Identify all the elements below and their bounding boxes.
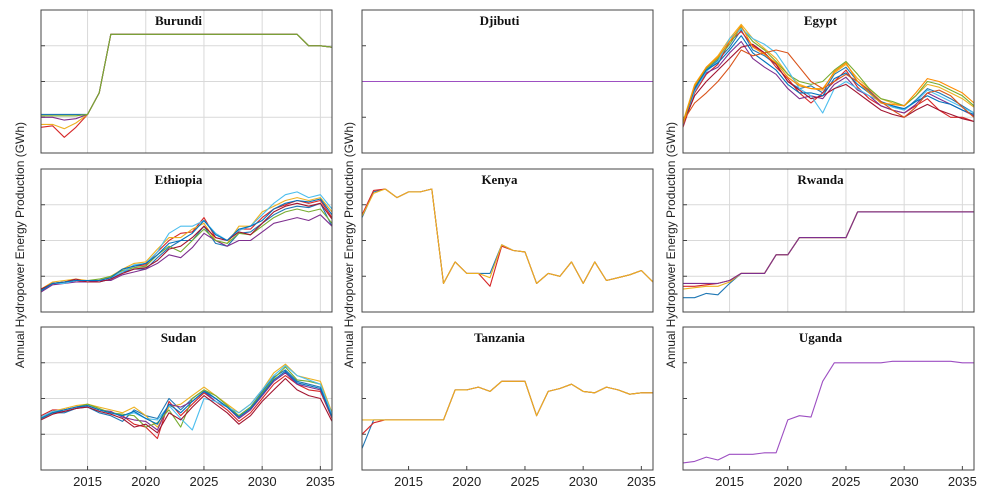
series-line-burundi-5 <box>41 33 333 117</box>
x-tick-label: 2030 <box>569 474 598 489</box>
x-tick-label: 2020 <box>452 474 481 489</box>
series-line-sudan-8 <box>40 370 333 425</box>
panel-burundi: Burundi <box>40 9 333 154</box>
panel-ethiopia: Ethiopia <box>40 168 333 313</box>
x-tick-label: 2035 <box>306 474 335 489</box>
plot-frame <box>40 9 333 154</box>
series-line-tanzania-3 <box>362 380 653 421</box>
panel-title: Rwanda <box>797 172 844 187</box>
series-line-kenya-2 <box>361 188 654 287</box>
series-line-ethiopia-7 <box>40 202 333 290</box>
series-line-kenya-3 <box>361 188 654 284</box>
panel-title: Ethiopia <box>155 172 203 187</box>
x-tick-label: 2020 <box>131 474 160 489</box>
y-axis-label-col1: Annual Hydropower Energy Production (GWh… <box>13 122 27 368</box>
panel-egypt: Egypt <box>682 9 975 154</box>
series-line-burundi-2 <box>40 33 333 138</box>
series-line-rwanda-3 <box>682 211 974 290</box>
panel-title: Tanzania <box>474 330 525 345</box>
x-tick-label: 2035 <box>948 474 977 489</box>
series-line-egypt-1 <box>682 29 975 125</box>
panel-kenya: Kenya <box>361 168 654 313</box>
x-tick-label: 2015 <box>715 474 744 489</box>
panel-title: Kenya <box>481 172 518 187</box>
x-tick-label: 2025 <box>831 474 860 489</box>
panel-uganda: Uganda 2015 2020 2025 2030 2035 <box>682 326 977 489</box>
series-line-rwanda-4 <box>683 211 974 284</box>
series-line-rwanda-1 <box>683 211 974 299</box>
series-line-egypt-9 <box>682 49 975 122</box>
x-tick-label: 2015 <box>73 474 102 489</box>
x-tick-label: 2030 <box>890 474 919 489</box>
plot-frame <box>361 326 654 471</box>
x-tick-label: 2035 <box>627 474 656 489</box>
panel-title: Burundi <box>155 13 202 28</box>
plot-frame <box>361 9 654 154</box>
plot-frame <box>682 168 975 313</box>
series-line-egypt-5 <box>682 26 975 124</box>
series-line-egypt-6 <box>682 28 975 125</box>
series-line-egypt-8 <box>682 35 975 125</box>
panel-title: Djibuti <box>480 13 520 28</box>
plot-frame <box>40 168 333 313</box>
x-tick-label: 2030 <box>248 474 277 489</box>
panel-title: Sudan <box>161 330 197 345</box>
panel-sudan: Sudan 2015 2020 2025 2030 2035 <box>40 326 335 489</box>
plot-frame <box>40 326 333 471</box>
x-tick-label: 2020 <box>773 474 802 489</box>
panel-tanzania: Tanzania 2015 2020 2025 2030 2035 <box>361 326 656 489</box>
series-line-tanzania-1 <box>361 380 653 449</box>
panel-title: Egypt <box>804 13 838 28</box>
x-tick-label: 2025 <box>189 474 218 489</box>
x-tick-label: 2025 <box>510 474 539 489</box>
series-line-sudan-7 <box>40 377 333 434</box>
series-line-ethiopia-5 <box>40 208 333 292</box>
y-axis-label-col2: Annual Hydropower Energy Production (GWh… <box>342 122 356 368</box>
series-line-ethiopia-1 <box>40 202 333 293</box>
plot-frame <box>361 168 654 313</box>
series-line-kenya-1 <box>361 188 654 284</box>
y-axis-label-col3: Annual Hydropower Energy Production (GWh… <box>664 122 678 368</box>
plot-frame <box>682 9 975 154</box>
series-line-egypt-10 <box>682 25 975 125</box>
panel-djibuti: Djibuti <box>361 9 654 154</box>
panel-title: Uganda <box>799 330 843 345</box>
series-line-ethiopia-8 <box>40 198 333 292</box>
series-line-egypt-3 <box>682 23 975 122</box>
plot-frame <box>682 326 975 471</box>
series-line-rwanda-2 <box>683 211 974 287</box>
series-line-tanzania-2 <box>361 380 653 435</box>
series-line-burundi-1 <box>41 33 333 115</box>
series-line-uganda-1 <box>682 360 974 464</box>
series-line-egypt-7 <box>682 43 975 125</box>
x-tick-label: 2015 <box>394 474 423 489</box>
panel-grid: Burundi Djibuti Egypt Ethiopia Kenya Rwanda Su… <box>40 9 977 489</box>
series-line-burundi-4 <box>41 33 333 121</box>
panel-rwanda: Rwanda <box>682 168 975 313</box>
